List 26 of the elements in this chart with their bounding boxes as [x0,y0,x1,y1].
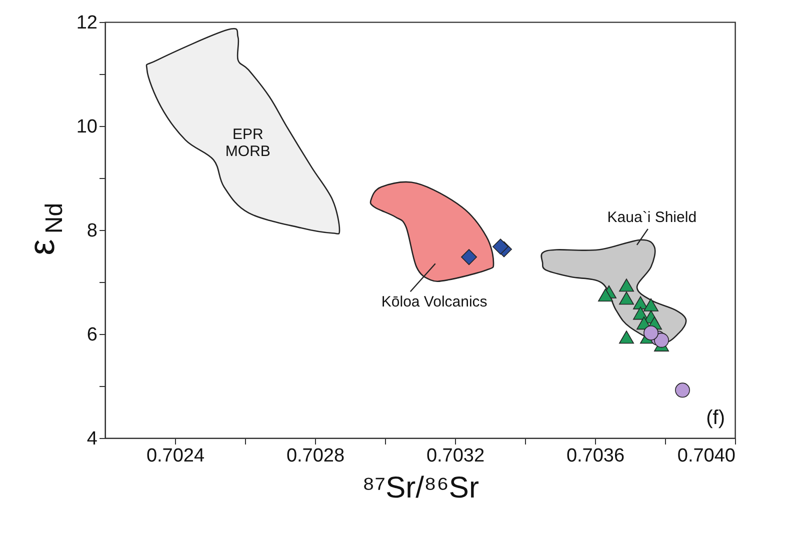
x-tick-label: 0.7024 [146,446,205,466]
point [675,382,690,398]
x-tick-label: 0.7028 [286,446,345,466]
legend-label: Kōloa Volcanics [381,294,488,311]
point [619,278,634,292]
point [644,326,658,340]
annotation: (f) [706,407,725,429]
point [598,288,613,302]
point [644,298,658,312]
x-tick-label: 0.7036 [566,446,625,466]
y-axis-title: εNd [21,202,68,256]
y-tick-label: 6 [86,324,98,346]
point [492,238,508,255]
x-axis-title: ⁸⁷Sr/⁸⁶Sr [362,472,479,504]
point [619,292,634,305]
y-tick-label: 12 [76,12,98,34]
x-tick-label: 0.7032 [426,446,485,466]
y-tick-label: 8 [86,220,98,242]
y-tick-label: 10 [76,116,98,138]
series-label: Kaua`i Shield [607,208,697,226]
point [619,330,634,344]
point [654,332,669,348]
point [461,249,477,266]
y-tick-label: 4 [86,428,98,450]
series-label: EPR MORB [225,126,270,160]
x-tick-label: 0.7040 [677,446,736,466]
